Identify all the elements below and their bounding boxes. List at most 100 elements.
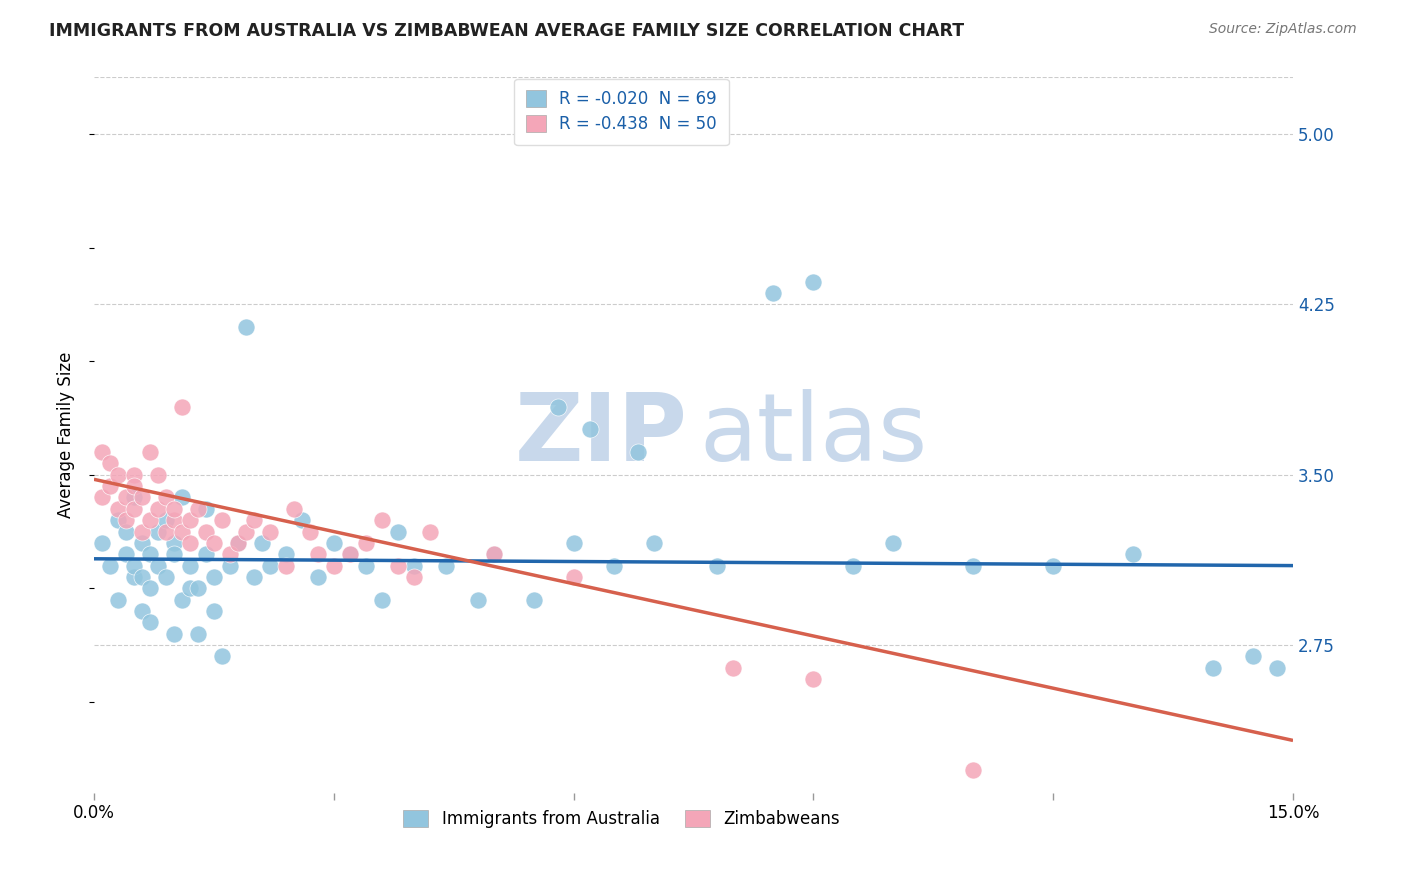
Point bbox=[419, 524, 441, 539]
Point bbox=[139, 513, 162, 527]
Point bbox=[218, 547, 240, 561]
Point bbox=[283, 501, 305, 516]
Point bbox=[107, 592, 129, 607]
Point bbox=[274, 558, 297, 573]
Point bbox=[250, 536, 273, 550]
Point bbox=[155, 491, 177, 505]
Point bbox=[339, 547, 361, 561]
Point bbox=[962, 558, 984, 573]
Point bbox=[122, 491, 145, 505]
Point bbox=[218, 558, 240, 573]
Point bbox=[194, 524, 217, 539]
Point bbox=[170, 592, 193, 607]
Point bbox=[274, 547, 297, 561]
Point bbox=[155, 570, 177, 584]
Point bbox=[115, 524, 138, 539]
Point bbox=[146, 558, 169, 573]
Point bbox=[547, 400, 569, 414]
Point bbox=[1122, 547, 1144, 561]
Point bbox=[90, 445, 112, 459]
Point bbox=[706, 558, 728, 573]
Point bbox=[882, 536, 904, 550]
Point bbox=[235, 524, 257, 539]
Point bbox=[131, 524, 153, 539]
Point bbox=[187, 582, 209, 596]
Point bbox=[387, 524, 409, 539]
Point bbox=[762, 286, 785, 301]
Point bbox=[211, 513, 233, 527]
Point bbox=[723, 661, 745, 675]
Point bbox=[387, 558, 409, 573]
Point bbox=[291, 513, 314, 527]
Point bbox=[259, 558, 281, 573]
Point bbox=[370, 513, 392, 527]
Point bbox=[259, 524, 281, 539]
Point bbox=[467, 592, 489, 607]
Point bbox=[139, 547, 162, 561]
Point bbox=[170, 524, 193, 539]
Point bbox=[803, 275, 825, 289]
Point bbox=[187, 626, 209, 640]
Point bbox=[243, 570, 266, 584]
Point bbox=[163, 501, 186, 516]
Point bbox=[163, 513, 186, 527]
Point bbox=[1265, 661, 1288, 675]
Point bbox=[163, 547, 186, 561]
Point bbox=[179, 582, 201, 596]
Point bbox=[90, 491, 112, 505]
Point bbox=[122, 479, 145, 493]
Point bbox=[179, 513, 201, 527]
Point bbox=[115, 513, 138, 527]
Point bbox=[194, 547, 217, 561]
Point bbox=[139, 582, 162, 596]
Point bbox=[107, 501, 129, 516]
Point bbox=[122, 558, 145, 573]
Point bbox=[131, 604, 153, 618]
Point bbox=[626, 445, 648, 459]
Point bbox=[139, 445, 162, 459]
Point bbox=[139, 615, 162, 630]
Point bbox=[322, 536, 344, 550]
Point bbox=[163, 626, 186, 640]
Point bbox=[122, 501, 145, 516]
Point bbox=[298, 524, 321, 539]
Point bbox=[163, 536, 186, 550]
Point bbox=[107, 513, 129, 527]
Point bbox=[1042, 558, 1064, 573]
Point bbox=[1202, 661, 1225, 675]
Legend: Immigrants from Australia, Zimbabweans: Immigrants from Australia, Zimbabweans bbox=[396, 803, 846, 834]
Point bbox=[122, 467, 145, 482]
Point bbox=[322, 558, 344, 573]
Point bbox=[146, 524, 169, 539]
Point bbox=[107, 467, 129, 482]
Point bbox=[98, 457, 121, 471]
Point bbox=[235, 320, 257, 334]
Point bbox=[131, 570, 153, 584]
Point bbox=[115, 547, 138, 561]
Point bbox=[562, 536, 585, 550]
Point bbox=[402, 570, 425, 584]
Text: atlas: atlas bbox=[699, 389, 928, 481]
Point bbox=[578, 422, 600, 436]
Point bbox=[194, 501, 217, 516]
Text: IMMIGRANTS FROM AUSTRALIA VS ZIMBABWEAN AVERAGE FAMILY SIZE CORRELATION CHART: IMMIGRANTS FROM AUSTRALIA VS ZIMBABWEAN … bbox=[49, 22, 965, 40]
Point bbox=[170, 491, 193, 505]
Point bbox=[307, 547, 329, 561]
Point bbox=[146, 467, 169, 482]
Point bbox=[98, 558, 121, 573]
Point bbox=[170, 400, 193, 414]
Point bbox=[307, 570, 329, 584]
Point bbox=[155, 513, 177, 527]
Point bbox=[523, 592, 546, 607]
Point bbox=[90, 536, 112, 550]
Point bbox=[243, 513, 266, 527]
Point bbox=[482, 547, 505, 561]
Point bbox=[1241, 649, 1264, 664]
Point bbox=[643, 536, 665, 550]
Point bbox=[187, 501, 209, 516]
Point bbox=[803, 672, 825, 686]
Point bbox=[842, 558, 865, 573]
Point bbox=[202, 570, 225, 584]
Point bbox=[562, 570, 585, 584]
Text: ZIP: ZIP bbox=[515, 389, 688, 481]
